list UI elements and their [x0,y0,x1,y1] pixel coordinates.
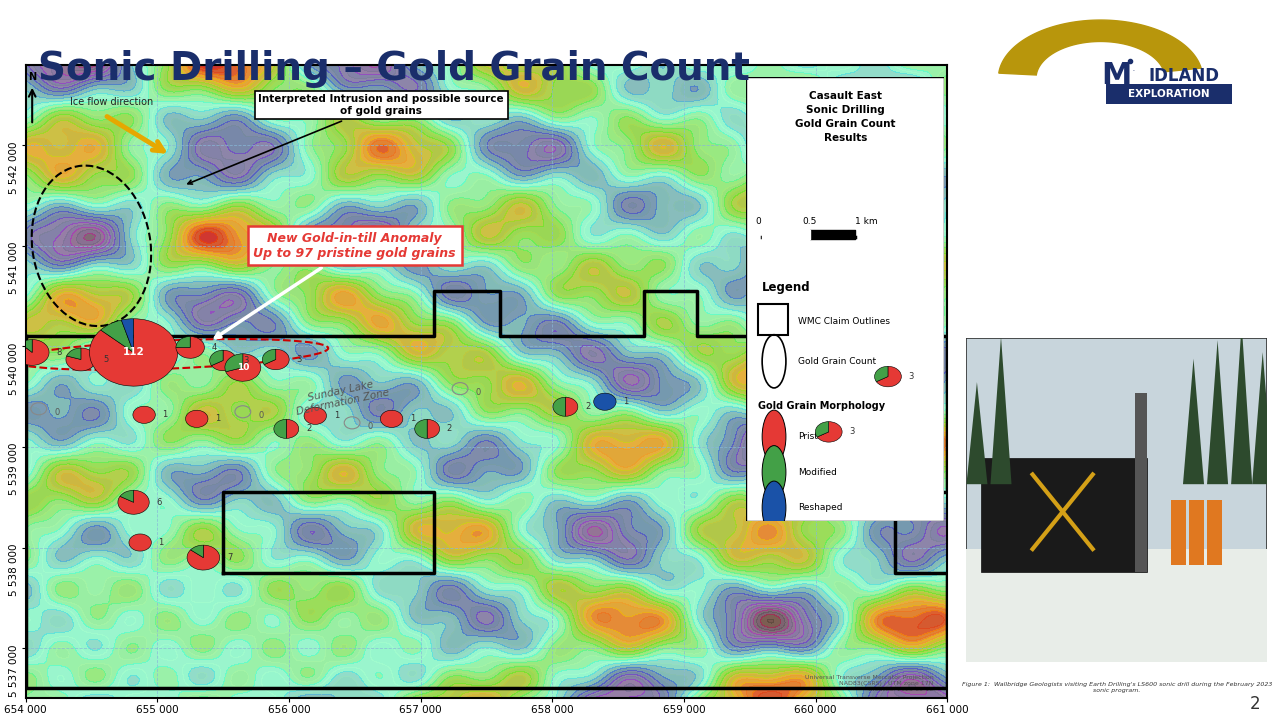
Text: 1: 1 [163,410,168,419]
Wedge shape [428,419,439,438]
Wedge shape [65,348,96,371]
Text: 0: 0 [476,387,481,397]
Wedge shape [175,336,191,348]
Bar [1135,393,1147,572]
Polygon shape [1207,340,1228,484]
Polygon shape [1252,352,1274,484]
Wedge shape [187,545,220,570]
Text: Ice flow direction: Ice flow direction [69,97,152,107]
Wedge shape [287,419,298,438]
Text: M: M [1102,61,1132,90]
Wedge shape [191,545,204,557]
Text: 8: 8 [56,348,61,357]
Wedge shape [274,419,287,438]
Text: 3: 3 [243,356,250,365]
Wedge shape [225,354,243,372]
Wedge shape [118,490,150,514]
Text: 6: 6 [156,498,161,507]
Wedge shape [133,406,155,423]
Polygon shape [1183,359,1204,484]
Text: 1: 1 [159,538,164,547]
Wedge shape [877,366,901,387]
Wedge shape [305,408,326,424]
Wedge shape [129,534,151,551]
Text: 10: 10 [237,363,250,372]
Wedge shape [20,340,32,352]
Wedge shape [264,349,289,369]
Text: New Gold-in-till Anomaly
Up to 97 pristine gold grains: New Gold-in-till Anomaly Up to 97 pristi… [215,232,456,338]
Wedge shape [874,366,888,382]
Polygon shape [998,20,1201,75]
Wedge shape [817,422,842,442]
Text: 3: 3 [297,355,302,364]
Text: 0: 0 [259,411,264,420]
Text: 2: 2 [1251,695,1261,713]
Text: 1: 1 [623,397,628,406]
Text: N: N [28,72,36,82]
Text: 112: 112 [123,348,145,357]
Text: Sunday Lake
Deformation Zone: Sunday Lake Deformation Zone [293,377,390,417]
Text: 7: 7 [227,553,232,562]
Text: IDLAND: IDLAND [1149,67,1220,85]
Text: 1: 1 [334,411,339,420]
FancyBboxPatch shape [1106,84,1233,104]
Wedge shape [815,422,828,437]
Wedge shape [210,350,223,366]
Wedge shape [122,319,133,352]
Bar [1189,500,1204,565]
Bar [1207,500,1222,565]
Wedge shape [380,410,403,428]
Text: 1: 1 [215,414,220,423]
Wedge shape [186,410,207,428]
Wedge shape [211,350,237,371]
Wedge shape [262,349,275,364]
Wedge shape [594,393,616,410]
Wedge shape [120,490,133,503]
Text: 2: 2 [306,424,311,433]
Wedge shape [101,320,133,352]
Text: Sonic Drilling – Gold Grain Count: Sonic Drilling – Gold Grain Count [38,50,750,89]
Text: 1: 1 [410,414,415,423]
Text: 3: 3 [850,428,855,436]
Text: Figure 1:  Wallbridge Geologists visiting Earth Drilling's LS600 sonic drill dur: Figure 1: Wallbridge Geologists visiting… [961,682,1272,693]
Wedge shape [415,419,428,438]
Wedge shape [175,336,205,359]
Text: 3: 3 [909,372,914,381]
Wedge shape [566,397,577,416]
Polygon shape [991,336,1011,484]
Text: ᴹ: ᴹ [1133,69,1134,73]
Text: 4: 4 [211,343,216,352]
Text: Interpreted Intrusion and possible source
of gold grains: Interpreted Intrusion and possible sourc… [188,94,504,184]
Wedge shape [90,319,178,386]
Text: 2: 2 [447,424,452,433]
Text: EXPLORATION: EXPLORATION [1128,89,1210,99]
Text: Universal Transverse Mercator Projection
NAD83(CSRS) / UTM zone 17N
Created: 202: Universal Transverse Mercator Projection… [805,675,933,692]
Wedge shape [67,348,81,359]
Text: 0: 0 [367,422,374,431]
Wedge shape [553,397,566,416]
Polygon shape [966,382,987,484]
Wedge shape [15,340,49,365]
Text: 2: 2 [585,402,590,411]
Polygon shape [1231,323,1252,484]
Text: 5: 5 [104,355,109,364]
Wedge shape [225,354,261,382]
Bar [1171,500,1187,565]
Text: 0: 0 [55,408,60,417]
